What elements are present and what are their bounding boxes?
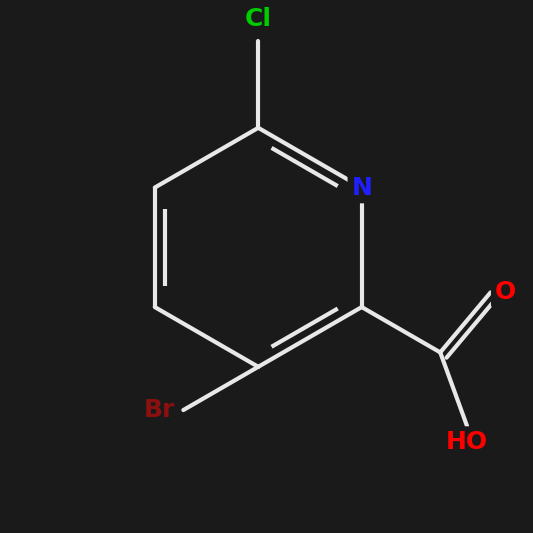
Text: N: N: [351, 175, 372, 199]
Text: O: O: [495, 280, 516, 304]
Text: Br: Br: [144, 398, 175, 422]
Text: HO: HO: [446, 430, 488, 454]
Text: Cl: Cl: [245, 7, 272, 31]
